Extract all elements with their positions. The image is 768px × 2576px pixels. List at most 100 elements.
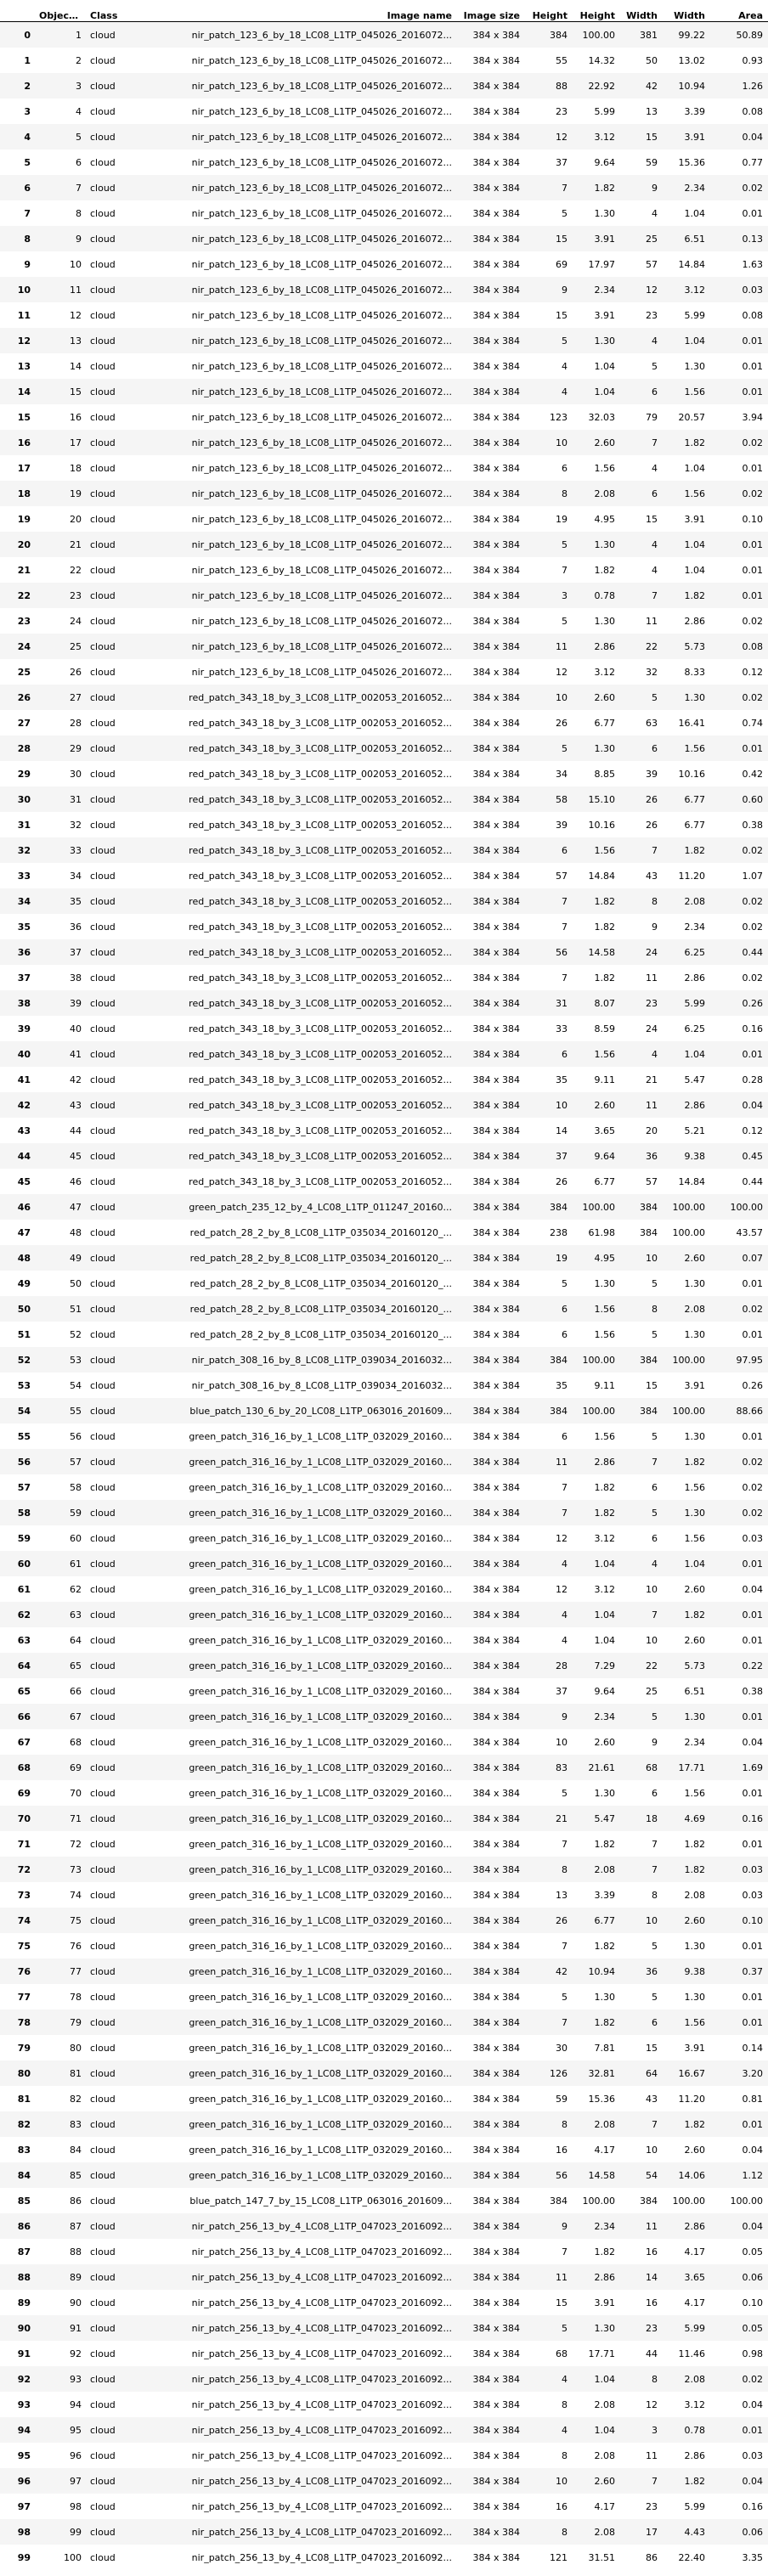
cell-index: 92 [17,2373,31,2385]
cell-class: cloud [90,2042,116,2054]
cell-object-id: 49 [70,1252,82,1264]
cell-height-pct: 1.56 [594,1430,616,1442]
table-row: 63 64 cloud green_patch_316_16_by_1_LC08_L1… [0,1627,768,1653]
table-row: 57 58 cloud green_patch_316_16_by_1_LC08_L1… [0,1474,768,1500]
cell-width-px: 13 [646,105,658,117]
cell-width-px: 43 [646,870,658,882]
table-row: 56 57 cloud green_patch_316_16_by_1_LC08_L1… [0,1449,768,1474]
cell-height-px: 5 [562,615,568,627]
cell-width-pct: 100.00 [672,2195,706,2207]
cell-area: 0.02 [742,921,764,933]
cell-height-px: 7 [562,2246,568,2258]
cell-area: 0.04 [742,1099,764,1111]
cell-index: 40 [17,1048,31,1060]
cell-image-size: 384 x 384 [472,54,521,66]
table-row: 89 90 cloud nir_patch_256_13_by_4_LC08_L1TP… [0,2290,768,2315]
cell-index: 32 [17,844,31,856]
cell-height-px: 4 [562,1558,568,1570]
cell-image-size: 384 x 384 [472,2144,521,2156]
cell-width-pct: 2.34 [684,921,706,933]
cell-index: 54 [17,1405,31,1417]
cell-image-name: nir_patch_123_6_by_18_LC08_L1TP_045026_2… [191,105,452,117]
cell-width-px: 381 [640,29,658,41]
cell-image-name: nir_patch_123_6_by_18_LC08_L1TP_045026_2… [191,564,452,576]
cell-class: cloud [90,1991,116,2003]
cell-area: 0.81 [742,2093,764,2105]
cell-index: 25 [17,666,31,678]
cell-height-pct: 15.10 [588,793,616,805]
cell-area: 0.10 [742,513,764,525]
cell-height-pct: 9.11 [594,1379,616,1391]
cell-index: 59 [17,1532,31,1544]
cell-height-pct: 1.82 [594,972,616,984]
cell-class: cloud [90,2271,116,2283]
cell-class: cloud [90,1965,116,1977]
cell-area: 0.01 [742,207,764,219]
cell-height-px: 9 [562,2220,568,2232]
cell-width-pct: 5.73 [684,640,706,652]
cell-class: cloud [90,1583,116,1595]
cell-index: 98 [17,2526,31,2538]
cell-class: cloud [90,1150,116,1162]
cell-image-size: 384 x 384 [472,870,521,882]
cell-height-px: 23 [556,105,568,117]
cell-width-px: 384 [640,2195,658,2207]
cell-width-px: 22 [646,640,658,652]
cell-width-pct: 3.91 [684,513,706,525]
cell-height-px: 37 [556,1685,568,1697]
cell-image-size: 384 x 384 [472,1328,521,1340]
cell-object-id: 88 [70,2246,82,2258]
cell-width-px: 6 [652,1532,658,1544]
cell-object-id: 46 [70,1175,82,1187]
cell-area: 0.74 [742,717,764,729]
table-row: 35 36 cloud red_patch_343_18_by_3_LC08_L1TP… [0,914,768,939]
table-row: 84 85 cloud green_patch_316_16_by_1_LC08_L1… [0,2162,768,2188]
cell-class: cloud [90,2551,116,2563]
cell-area: 0.02 [742,1481,764,1493]
cell-class: cloud [90,2526,116,2538]
cell-width-px: 12 [646,284,658,296]
cell-area: 88.66 [736,1405,764,1417]
cell-area: 0.12 [742,666,764,678]
cell-area: 0.01 [742,1558,764,1570]
cell-class: cloud [90,870,116,882]
table-body: 0 1 cloud nir_patch_123_6_by_18_LC08_L1TP_0… [0,21,768,2570]
cell-area: 0.98 [742,2348,764,2359]
cell-area: 0.01 [742,564,764,576]
table-row: 64 65 cloud green_patch_316_16_by_1_LC08_L1… [0,1653,768,1678]
cell-height-pct: 1.04 [594,1609,616,1621]
cell-image-name: nir_patch_123_6_by_18_LC08_L1TP_045026_2… [191,156,452,168]
cell-width-pct: 9.38 [684,1150,706,1162]
cell-object-id: 33 [70,844,82,856]
cell-image-name: green_patch_316_16_by_1_LC08_L1TP_032029… [189,1685,452,1697]
cell-area: 1.63 [742,258,764,270]
cell-width-pct: 14.84 [678,1175,706,1187]
cell-class: cloud [90,1226,116,1238]
cell-image-name: nir_patch_256_13_by_4_LC08_L1TP_047023_2… [191,2424,452,2436]
cell-area: 0.01 [742,386,764,397]
cell-width-pct: 3.12 [684,284,706,296]
cell-object-id: 75 [70,1914,82,1926]
cell-index: 64 [17,1660,31,1671]
cell-image-name: green_patch_316_16_by_1_LC08_L1TP_032029… [189,1507,452,1519]
cell-width-pct: 1.56 [684,488,706,499]
table-row: 12 13 cloud nir_patch_123_6_by_18_LC08_L1TP… [0,328,768,353]
cell-class: cloud [90,1609,116,1621]
cell-image-name: red_patch_343_18_by_3_LC08_L1TP_002053_2… [189,717,452,729]
cell-index: 48 [17,1252,31,1264]
cell-area: 0.42 [742,768,764,780]
cell-class: cloud [90,80,116,92]
cell-width-pct: 5.99 [684,997,706,1009]
cell-width-px: 6 [652,488,658,499]
cell-image-name: red_patch_343_18_by_3_LC08_L1TP_002053_2… [189,819,452,831]
cell-area: 1.12 [742,2169,764,2181]
cell-width-pct: 6.51 [684,1685,706,1697]
cell-height-pct: 17.97 [588,258,616,270]
column-header-image-size: Image size [457,0,525,22]
cell-class: cloud [90,2424,116,2436]
cell-class: cloud [90,1175,116,1187]
cell-width-px: 10 [646,1634,658,1646]
cell-height-px: 7 [562,182,568,194]
cell-index: 30 [17,793,31,805]
cell-object-id: 24 [70,615,82,627]
